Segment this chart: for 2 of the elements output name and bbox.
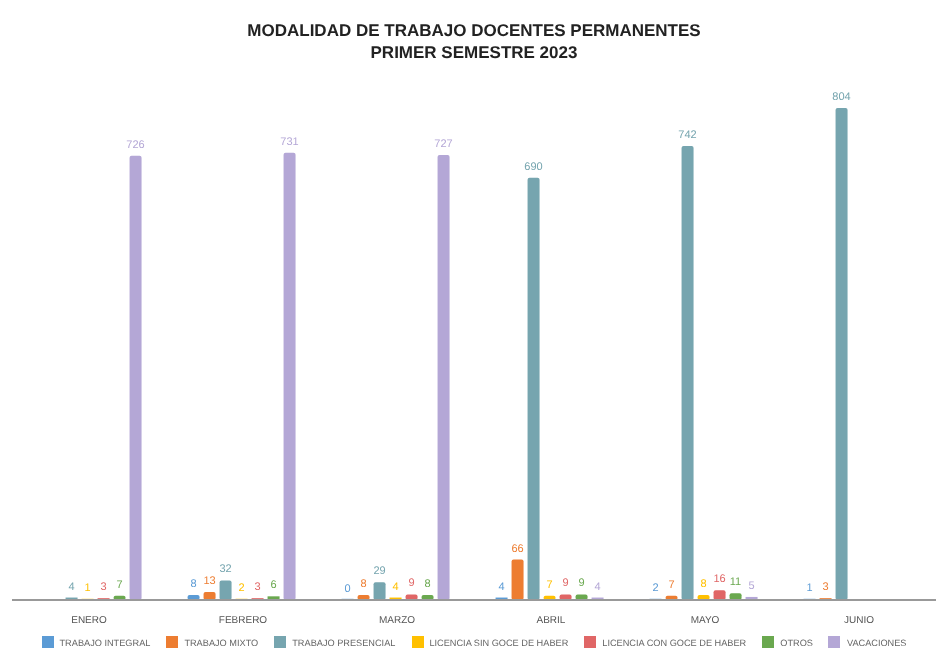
chart-title: MODALIDAD DE TRABAJO DOCENTES PERMANENTES — [245, 20, 703, 42]
chart-subtitle: PRIMER SEMESTRE 2023 — [368, 42, 580, 64]
